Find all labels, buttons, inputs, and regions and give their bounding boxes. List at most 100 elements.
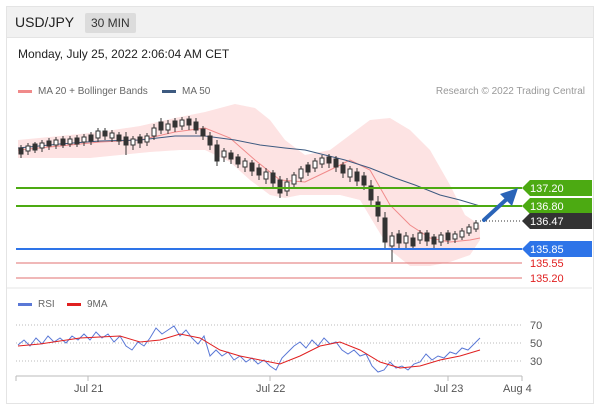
candle (116, 134, 122, 142)
candle (473, 222, 479, 230)
x-tick-label: Jul 23 (434, 383, 463, 395)
candle (74, 137, 80, 145)
level-tag-136-80: 136.80 (522, 198, 592, 214)
rsi-label-50: 50 (530, 338, 542, 350)
candle (249, 162, 255, 172)
rsi-label-70: 70 (530, 320, 542, 332)
legend-ma50: MA 50 (162, 86, 210, 97)
legend-rsi: RSI (18, 299, 55, 310)
candle (403, 235, 409, 244)
candle (431, 236, 437, 245)
ma50-swatch-icon (162, 89, 176, 93)
legend-ma50-label: MA 50 (182, 86, 211, 97)
candle (60, 138, 66, 146)
candle (228, 152, 234, 160)
legend-9ma: 9MA (67, 299, 108, 310)
candle (424, 232, 430, 242)
level-label-135-20: 135.20 (530, 273, 564, 285)
level-tag-135-85: 135.85 (522, 241, 592, 257)
candle (319, 157, 325, 165)
candle (109, 132, 115, 139)
candle (277, 179, 283, 194)
candle (375, 201, 381, 217)
level-label-135-55: 135.55 (530, 258, 564, 270)
candle (235, 156, 241, 165)
candle (158, 121, 164, 131)
legend-ma20: MA 20 + Bollinger Bands (18, 86, 148, 97)
candle (102, 130, 108, 137)
rsi-line (17, 325, 481, 373)
candle (46, 140, 52, 147)
candle (347, 168, 353, 178)
candle (172, 120, 178, 128)
level-label-135-85: 135.85 (530, 244, 564, 256)
candle (382, 217, 388, 243)
candle (53, 139, 59, 146)
candle (410, 237, 416, 247)
candle (32, 143, 38, 151)
candle (354, 171, 360, 182)
ma20-swatch-icon (18, 89, 32, 93)
candle (452, 233, 458, 240)
candle (207, 135, 213, 146)
candle (305, 164, 311, 173)
candle (214, 144, 220, 162)
candle (438, 234, 444, 243)
candle (39, 142, 45, 149)
x-tick-label: Jul 22 (256, 383, 285, 395)
candle (179, 119, 185, 127)
candle (333, 158, 339, 168)
candle (130, 138, 136, 146)
candle (340, 164, 346, 174)
candle (270, 172, 276, 184)
candle (144, 135, 150, 143)
x-tick-label: Aug 4 (503, 383, 532, 395)
level-label-136-47: 136.47 (530, 216, 564, 228)
candle (200, 128, 206, 137)
forecast-arrow-icon (482, 188, 518, 222)
candle (18, 147, 24, 155)
chart-datetime: Monday, July 25, 2022 2:06:04 AM CET (18, 47, 230, 61)
candle (284, 181, 290, 192)
candle (389, 235, 395, 247)
candle (123, 136, 129, 146)
ma9-swatch-icon (67, 302, 81, 306)
candle (298, 168, 304, 179)
chart-header: USD/JPY 30 MIN (7, 7, 593, 38)
candle (81, 136, 87, 143)
candle (396, 233, 402, 244)
candle (221, 150, 227, 158)
candle (137, 136, 143, 144)
x-tick-label: Jul 21 (74, 383, 103, 395)
legend-ma20-label: MA 20 + Bollinger Bands (38, 86, 148, 97)
candle (256, 167, 262, 176)
rsi-label-30: 30 (530, 356, 542, 368)
rsi-swatch-icon (18, 302, 32, 306)
candle (186, 118, 192, 126)
candle (165, 123, 171, 131)
candle (466, 226, 472, 234)
candle (242, 160, 248, 168)
candle (263, 171, 269, 180)
candle (417, 232, 423, 241)
symbol-title: USD/JPY (15, 14, 75, 30)
level-tag-136-47: 136.47 (522, 213, 592, 229)
interval-badge[interactable]: 30 MIN (85, 13, 136, 33)
candle (361, 175, 367, 186)
candle (312, 160, 318, 169)
candle (459, 230, 465, 238)
candle (95, 130, 101, 139)
level-label-136-80: 136.80 (530, 201, 564, 213)
candle (326, 156, 332, 164)
candle (291, 174, 297, 185)
level-label-137-20: 137.20 (530, 183, 564, 195)
candle (193, 121, 199, 131)
candle (368, 185, 374, 201)
rsi-9ma-line (17, 333, 481, 369)
level-tag-137-20: 137.20 (522, 180, 592, 196)
legend-rsi-label: RSI (38, 299, 55, 310)
legend-9ma-label: 9MA (87, 299, 108, 310)
candle (67, 138, 73, 145)
candle (88, 134, 94, 142)
